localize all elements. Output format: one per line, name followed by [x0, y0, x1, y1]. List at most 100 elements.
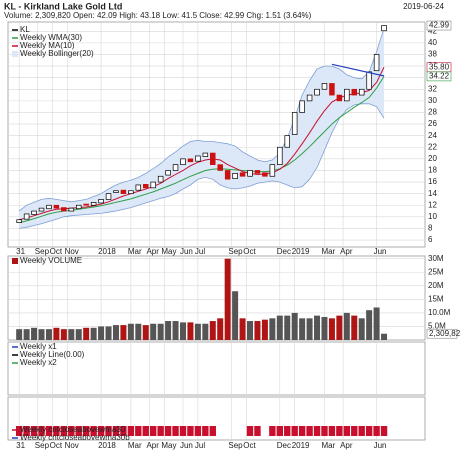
candle [358, 88, 365, 96]
candle [195, 155, 201, 162]
legend-label: Weekly cntcloseabovewma30b [20, 433, 130, 442]
x-tick-label: Oct [50, 441, 63, 450]
candle [321, 83, 328, 90]
y-tick-label: 30M [428, 254, 444, 263]
volume-bar [299, 318, 306, 340]
volume-bar [142, 325, 149, 340]
x-tick-label: Jun [180, 441, 193, 450]
candle [75, 204, 82, 210]
x-tick-label: Oct [243, 441, 256, 450]
y-tick-label: 20 [428, 154, 437, 163]
count-bar [15, 426, 23, 436]
x-tick-label: Apr [340, 441, 353, 450]
candle [306, 94, 313, 102]
count-bar [150, 426, 157, 436]
count-bar [45, 426, 53, 436]
volume-bar [105, 326, 112, 340]
volume-bar [269, 318, 276, 340]
count-bar [306, 426, 313, 436]
volume-bar [328, 318, 335, 340]
bollinger-line [18, 28, 385, 212]
count-bar [68, 426, 75, 436]
volume-bar [336, 315, 343, 340]
candle [46, 204, 52, 210]
count-bar [194, 426, 202, 436]
volume-bar [306, 318, 313, 340]
x-tick-label: Sep [228, 441, 243, 450]
candle [165, 170, 171, 176]
x-tick-label: Dec [277, 247, 291, 256]
x-tick-label: 2019 [292, 441, 310, 450]
x-tick-label: Dec [277, 441, 291, 450]
candle [299, 100, 305, 113]
count-bar [164, 426, 172, 436]
count-bar [365, 426, 373, 436]
y-tick-label: 16 [428, 177, 437, 186]
volume-bar [276, 315, 283, 340]
volume-bar [75, 329, 82, 340]
candle [373, 54, 380, 72]
y-tick-label: 30 [428, 96, 437, 105]
candle [247, 170, 253, 177]
candle [284, 135, 290, 148]
y-tick-label: 24 [428, 131, 437, 140]
bollinger-line [19, 103, 385, 229]
volume-bar [187, 322, 194, 340]
x-tick-label: 31 [16, 441, 25, 450]
trend-line [331, 63, 385, 77]
count-bar [343, 426, 351, 436]
x-tick-label: Apr [146, 247, 159, 256]
last-label-box [426, 328, 458, 339]
count-bar [179, 426, 187, 436]
x-tick-label: 2019 [292, 247, 310, 256]
volume-bar [90, 327, 97, 340]
volume-bar [381, 333, 388, 340]
candle [53, 204, 60, 209]
volume-bar [179, 322, 186, 340]
x-tick-label: May [161, 247, 176, 256]
candle [23, 213, 30, 220]
legend-label: Weekly Bollinger(20) [20, 49, 94, 58]
legend-swatch [12, 258, 18, 264]
candle [187, 158, 194, 163]
volume-bar [127, 323, 134, 340]
volume-bar [172, 321, 179, 340]
y-tick-label: 25M [428, 267, 444, 276]
y-tick-label: 10.0M [428, 308, 451, 317]
volume-bar [194, 323, 201, 340]
volume-bar [284, 315, 291, 340]
count-bar [351, 426, 358, 436]
candle [113, 190, 119, 193]
x-tick-label: 2018 [98, 247, 116, 256]
volume-bar [68, 329, 75, 340]
volume-bar [16, 329, 23, 340]
y-tick-label: 22 [428, 142, 437, 151]
count-bar [105, 426, 112, 436]
legend-label: Weekly WMA(30) [20, 33, 82, 42]
candle [150, 181, 156, 189]
candle [291, 112, 298, 135]
candle [210, 152, 216, 166]
volume-bar [247, 321, 254, 340]
legend-label: Weekly cntcloseabovewma30 [20, 425, 126, 434]
volume-bar [45, 329, 52, 340]
x-tick-label: Mar [128, 247, 142, 256]
last-label: 2,309,82 [429, 329, 461, 338]
y-tick-label: 8 [428, 224, 433, 233]
candle [366, 71, 372, 90]
candle [180, 158, 186, 166]
count-bar [380, 426, 388, 436]
x-tick-label: Mar [128, 441, 142, 450]
volume-bar [135, 323, 142, 340]
legend-label: Weekly MA(10) [20, 41, 75, 50]
candle [232, 173, 238, 179]
volume-bar [38, 329, 45, 340]
candle [202, 152, 209, 157]
volume-bar [120, 325, 127, 340]
count-bar [90, 426, 97, 436]
x-tick-label: Apr [340, 247, 353, 256]
volume-bar [157, 323, 164, 340]
count-bar [313, 426, 321, 436]
legend-label: Weekly Line(0.00) [20, 350, 85, 359]
count-bar [60, 426, 68, 436]
